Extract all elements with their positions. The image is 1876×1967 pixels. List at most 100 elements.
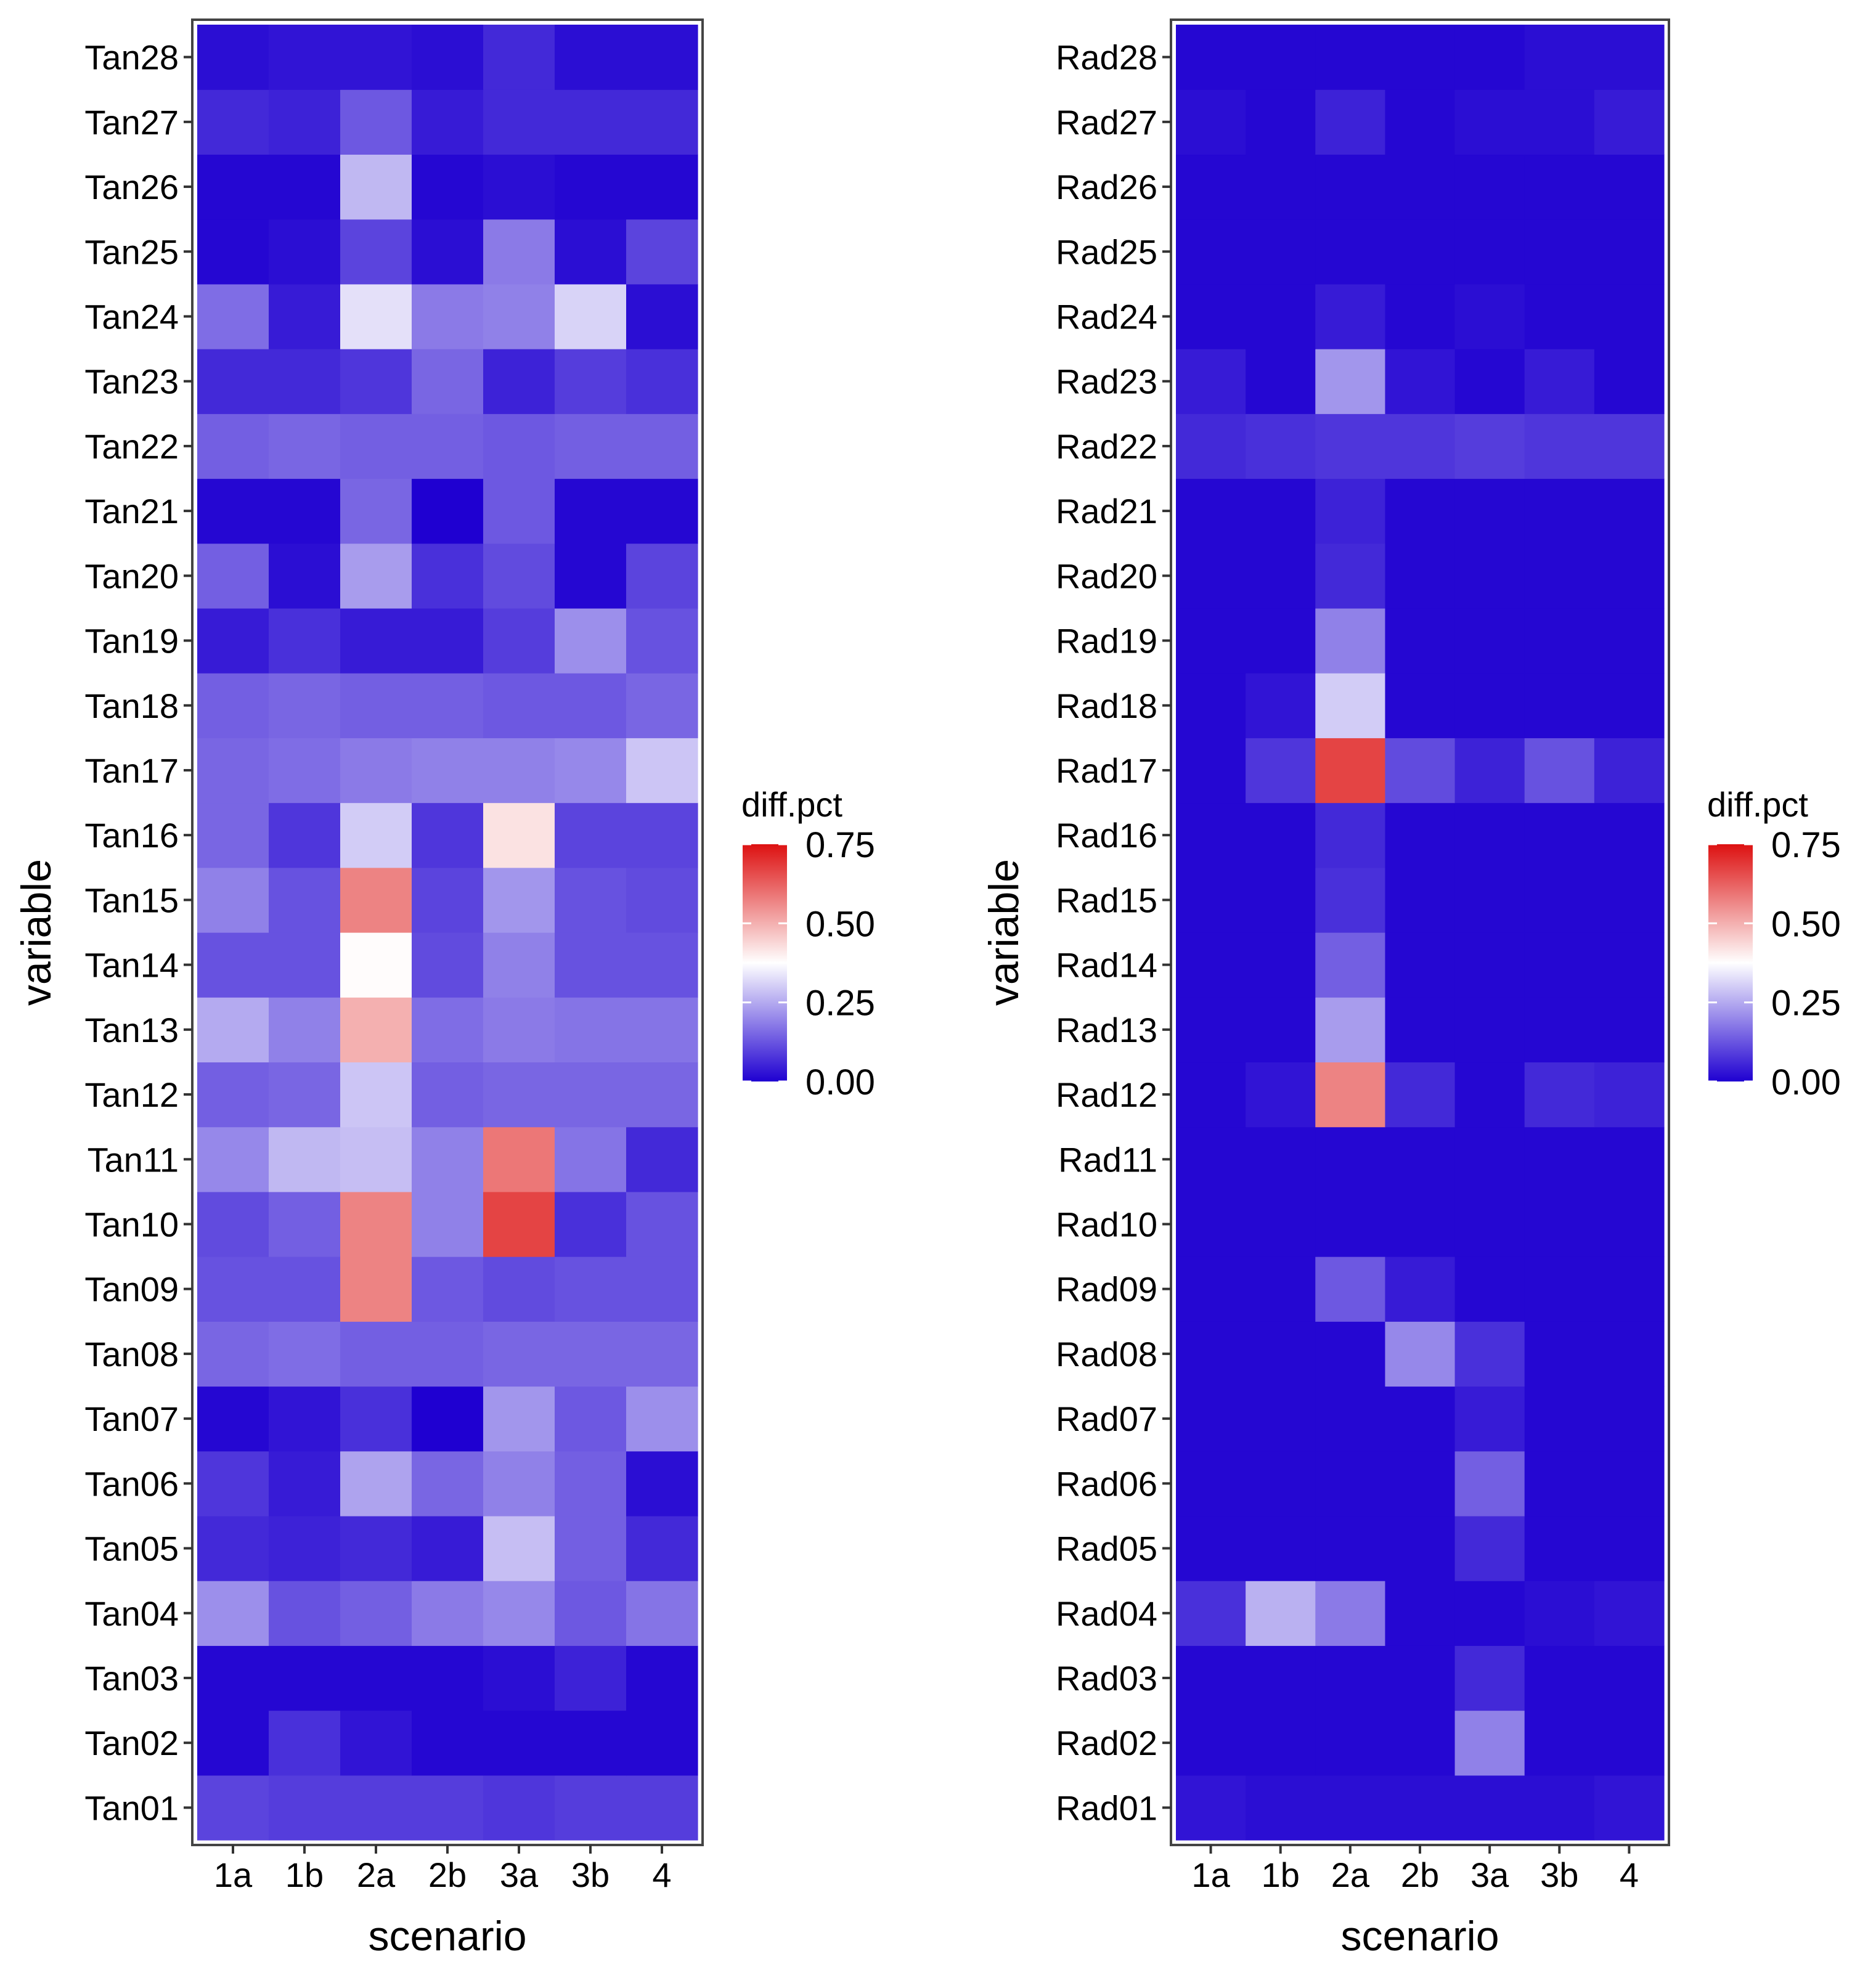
- tan-cell-tan02-3b: [555, 1710, 627, 1776]
- rad-cell-rad28-1b: [1246, 25, 1316, 90]
- tan-cell-tan26-1b: [269, 154, 341, 220]
- tan-cell-tan01-2a: [340, 1775, 412, 1841]
- tan-cell-tan04-2b: [412, 1581, 484, 1646]
- rad-cells: [1176, 25, 1665, 1841]
- tan-cell-tan08-2a: [340, 1321, 412, 1387]
- rad-cell-rad27-4: [1594, 89, 1665, 155]
- rad-cell-rad03-1a: [1176, 1645, 1246, 1711]
- rad-cell-rad09-3b: [1524, 1256, 1595, 1322]
- tan-cell-tan24-1a: [197, 283, 269, 349]
- tan-y-tick-label: Tan23: [84, 362, 179, 401]
- rad-cell-rad13-1a: [1176, 997, 1246, 1063]
- rad-legend-ticks: 0.00 0.25 0.50 0.75: [1708, 825, 1841, 1102]
- rad-cell-rad05-3a: [1454, 1515, 1525, 1581]
- rad-y-tick-label: Rad25: [1056, 232, 1157, 271]
- rad-cell-rad25-1b: [1246, 219, 1316, 285]
- rad-cell-rad13-4: [1594, 997, 1665, 1063]
- tan-cell-tan21-2b: [412, 478, 484, 544]
- rad-legend-tick-label: 0.00: [1771, 1062, 1841, 1102]
- tan-cell-tan26-3b: [555, 154, 627, 220]
- tan-x-tick-label: 2a: [357, 1855, 396, 1894]
- tan-cell-tan18-1a: [197, 673, 269, 738]
- tan-cell-tan23-1a: [197, 349, 269, 414]
- tan-cell-tan09-4: [626, 1256, 698, 1322]
- tan-cell-tan04-2a: [340, 1581, 412, 1646]
- tan-y-tick-label: Tan10: [84, 1205, 179, 1244]
- tan-y-tick-label: Tan02: [84, 1724, 179, 1762]
- rad-cell-rad16-1b: [1246, 802, 1316, 868]
- rad-y-tick-label: Rad20: [1056, 556, 1157, 595]
- tan-cell-tan27-3a: [483, 89, 555, 155]
- rad-y-tick-label: Rad07: [1056, 1399, 1157, 1438]
- rad-cell-rad01-1b: [1246, 1775, 1316, 1841]
- rad-cell-rad03-2a: [1315, 1645, 1386, 1711]
- tan-cell-tan14-2b: [412, 932, 484, 998]
- tan-cell-tan19-1b: [269, 608, 341, 674]
- tan-cell-tan15-1b: [269, 867, 341, 933]
- tan-cell-tan21-3a: [483, 478, 555, 544]
- rad-cell-rad19-2a: [1315, 608, 1386, 674]
- rad-cell-rad16-3b: [1524, 802, 1595, 868]
- rad-cell-rad16-4: [1594, 802, 1665, 868]
- rad-cell-rad08-3a: [1454, 1321, 1525, 1387]
- tan-cell-tan13-2a: [340, 997, 412, 1063]
- rad-cell-rad18-3a: [1454, 673, 1525, 738]
- tan-cell-tan13-4: [626, 997, 698, 1063]
- rad-cell-rad14-3a: [1454, 932, 1525, 998]
- rad-cell-rad10-1b: [1246, 1191, 1316, 1257]
- rad-legend: diff.pct 0.00 0.25 0.50 0.75: [1707, 785, 1841, 1102]
- tan-y-tick-label: Tan04: [84, 1594, 179, 1633]
- tan-cell-tan05-1a: [197, 1515, 269, 1581]
- tan-cell-tan03-1a: [197, 1645, 269, 1711]
- rad-cell-rad01-3a: [1454, 1775, 1525, 1841]
- rad-cell-rad11-3a: [1454, 1126, 1525, 1192]
- rad-cell-rad07-1a: [1176, 1386, 1246, 1452]
- rad-cell-rad04-4: [1594, 1581, 1665, 1646]
- rad-cell-rad15-3b: [1524, 867, 1595, 933]
- rad-cell-rad02-2b: [1385, 1710, 1456, 1776]
- tan-cell-tan20-4: [626, 543, 698, 609]
- rad-cell-rad25-2b: [1385, 219, 1456, 285]
- rad-cell-rad20-2a: [1315, 543, 1386, 609]
- tan-legend-tick-label: 0.25: [805, 984, 875, 1024]
- rad-cell-rad07-2b: [1385, 1386, 1456, 1452]
- rad-cell-rad24-1b: [1246, 283, 1316, 349]
- rad-cell-rad22-1a: [1176, 413, 1246, 479]
- rad-cell-rad28-3b: [1524, 25, 1595, 90]
- rad-cell-rad07-4: [1594, 1386, 1665, 1452]
- tan-cell-tan12-2b: [412, 1062, 484, 1128]
- tan-cell-tan03-1b: [269, 1645, 341, 1711]
- tan-cell-tan04-1a: [197, 1581, 269, 1646]
- tan-cell-tan09-2a: [340, 1256, 412, 1322]
- tan-cell-tan21-1b: [269, 478, 341, 544]
- tan-cell-tan06-4: [626, 1451, 698, 1517]
- rad-cell-rad19-3a: [1454, 608, 1525, 674]
- rad-cell-rad18-2a: [1315, 673, 1386, 738]
- tan-x-tick-label: 1a: [214, 1855, 253, 1894]
- tan-cell-tan28-4: [626, 25, 698, 90]
- rad-cell-rad19-4: [1594, 608, 1665, 674]
- rad-y-tick-label: Rad01: [1056, 1788, 1157, 1827]
- rad-cell-rad06-3a: [1454, 1451, 1525, 1517]
- tan-cell-tan02-1b: [269, 1710, 341, 1776]
- tan-cell-tan19-4: [626, 608, 698, 674]
- rad-y-tick-label: Rad04: [1056, 1594, 1157, 1633]
- rad-cell-rad20-3b: [1524, 543, 1595, 609]
- rad-cell-rad03-4: [1594, 1645, 1665, 1711]
- rad-cell-rad19-1a: [1176, 608, 1246, 674]
- tan-cell-tan18-2a: [340, 673, 412, 738]
- rad-cell-rad22-2b: [1385, 413, 1456, 479]
- tan-y-tick-label: Tan20: [84, 556, 179, 595]
- tan-cell-tan01-1b: [269, 1775, 341, 1841]
- rad-cell-rad14-1a: [1176, 932, 1246, 998]
- tan-cell-tan01-2b: [412, 1775, 484, 1841]
- tan-cell-tan16-3a: [483, 802, 555, 868]
- rad-cell-rad28-3a: [1454, 25, 1525, 90]
- tan-cell-tan12-1b: [269, 1062, 341, 1128]
- tan-cell-tan21-1a: [197, 478, 269, 544]
- tan-cell-tan07-3a: [483, 1386, 555, 1452]
- tan-x-tick-label: 3a: [500, 1855, 539, 1894]
- rad-cell-rad03-2b: [1385, 1645, 1456, 1711]
- tan-heatmap-panel: Tan01 Tan02 Tan03 Tan04 Tan05 Tan06 Tan07 Tan08…: [13, 18, 875, 1960]
- rad-cell-rad20-1a: [1176, 543, 1246, 609]
